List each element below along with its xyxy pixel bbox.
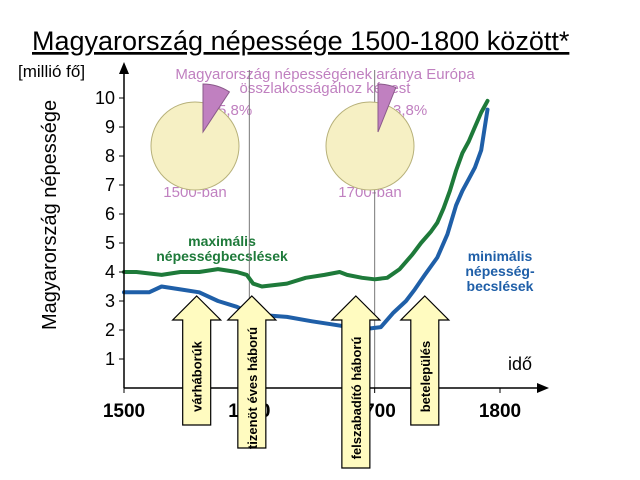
event-arrow-0: [171, 295, 223, 426]
y-tick-label: 2: [105, 320, 115, 340]
y-tick-label: 10: [95, 88, 115, 108]
series-line-0: [122, 98, 490, 289]
x-tick-label: 1800: [479, 401, 521, 422]
inset-pie-group: Magyarország népességének aránya Európa …: [163, 66, 475, 201]
inset-title-line-2: összlakosságához képest: [240, 80, 412, 97]
min-series-label-line-3: becslések: [467, 278, 534, 294]
pies: [150, 83, 415, 191]
pie-main-1: [325, 101, 415, 191]
x-axis-label: idő: [508, 354, 532, 374]
event-label-1: tizenöt éves háború: [245, 327, 260, 449]
x-tick-label: 1500: [103, 401, 145, 422]
pie-1700-year-label: 1700-ban: [338, 184, 401, 201]
inset-title-line-1: Magyarország népességének aránya Európa: [175, 66, 475, 83]
y-tick-label: 7: [105, 175, 115, 195]
pie-1500-year-label: 1500-ban: [163, 184, 226, 201]
y-tick-label: 9: [105, 117, 115, 137]
event-arrows: várháborúk tizenöt éves háború felszabadít…: [171, 295, 451, 469]
y-tick-label: 3: [105, 291, 115, 311]
y-tick-label: 1: [105, 349, 115, 369]
event-arrow-2: [330, 295, 382, 469]
event-arrow-3: [399, 295, 451, 426]
x-axis-arrowhead: [537, 383, 549, 393]
event-label-0: várháborúk: [190, 340, 205, 412]
y-tick-label: 5: [105, 233, 115, 253]
pie-slice-1: [377, 83, 397, 133]
event-arrow-1: [226, 295, 278, 449]
y-tick-label: 8: [105, 146, 115, 166]
chart-title: Magyarország népessége 1500-1800 között*: [32, 26, 570, 56]
max-series-label-line-1: maximális: [188, 233, 256, 249]
y-axis-arrowhead: [119, 62, 129, 74]
min-series-label-line-2: népesség-: [465, 263, 535, 279]
event-label-3: betelepülés: [418, 341, 433, 413]
y-tick-label: 4: [105, 262, 115, 282]
min-series-label-line-1: minimális: [468, 248, 533, 264]
y-axis-label: Magyarország népessége: [39, 100, 61, 330]
pie-main-0: [150, 101, 240, 191]
max-series-label-line-2: népességbecslések: [156, 248, 288, 264]
event-label-2: felszabadító háború: [349, 337, 364, 460]
pie-slice-0: [202, 83, 231, 134]
y-tick-label: 6: [105, 204, 115, 224]
y-unit-label: [millió fő]: [18, 62, 85, 81]
